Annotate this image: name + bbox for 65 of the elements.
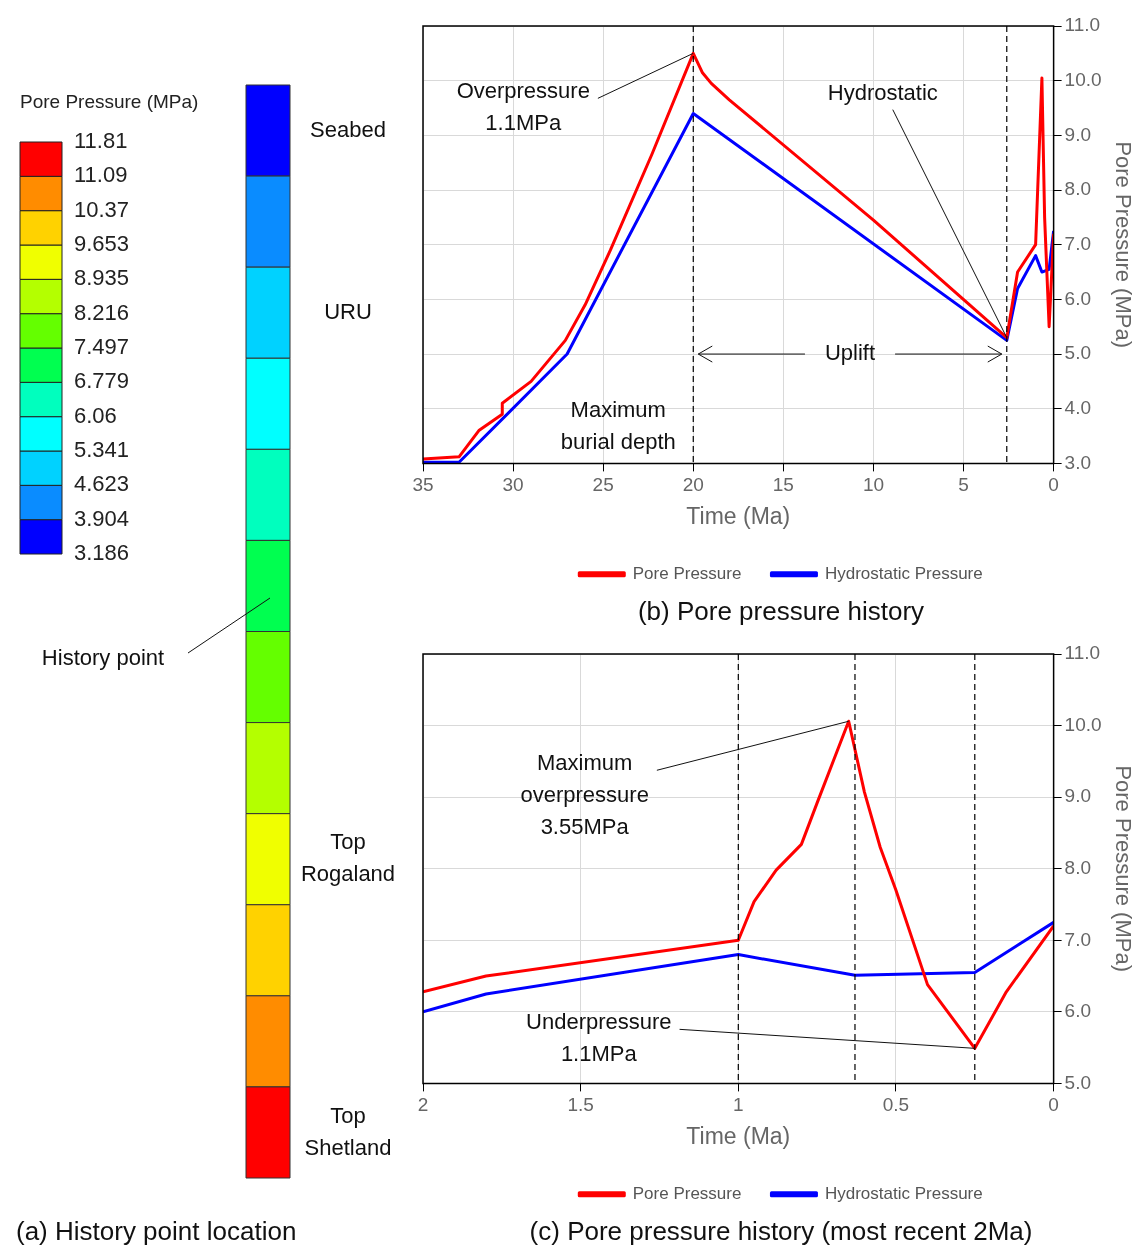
color-bar-label: 9.653 [74, 231, 130, 257]
ref-line-label: Maximum burial depth [560, 397, 676, 455]
text: (a) History point location [16, 1216, 297, 1246]
y-tick-label: 3.0 [1064, 451, 1092, 473]
y-tick-label: 10.0 [1064, 68, 1102, 90]
y-tick-label: 10.0 [1064, 713, 1102, 735]
color-bar-label: 6.06 [74, 402, 117, 428]
annotation: Maximum overpressure 3.55MPa [520, 750, 649, 840]
y-tick-label: 5.0 [1064, 342, 1092, 364]
color-bar-label: 11.81 [74, 128, 128, 154]
x-tick-label: 10 [862, 474, 885, 496]
y-tick-label: 9.0 [1064, 785, 1092, 807]
y2-tick-label: Top Shetland [304, 1102, 392, 1160]
color-bar-label: 4.623 [74, 471, 130, 497]
y-tick-label: 11.0 [1064, 14, 1101, 36]
y-tick-label: 8.0 [1064, 856, 1092, 878]
legend-label: Hydrostatic Pressure [824, 563, 983, 583]
color-bar-label: 5.341 [74, 437, 130, 463]
y-tick-label: 4.0 [1064, 396, 1092, 418]
x-tick-label: 30 [502, 474, 524, 496]
x-axis-title: Time (Ma) [686, 1123, 791, 1150]
y2-tick-label: Top Rogaland [300, 829, 396, 887]
y2-tick-label: Seabed [310, 116, 386, 142]
x-tick-label: 20 [682, 474, 704, 496]
color-bar-label: 8.216 [74, 299, 130, 325]
color-bar-label: 10.37 [74, 196, 130, 222]
x-tick-label: 15 [772, 474, 794, 496]
y-tick-label: 5.0 [1064, 1071, 1092, 1093]
x-axis-title: Time (Ma) [686, 503, 791, 530]
y-tick-label: 8.0 [1064, 178, 1092, 200]
x-tick-label: 1 [733, 1094, 744, 1116]
text: (b) Pore pressure history [637, 595, 925, 626]
legend-label: Pore Pressure [632, 1183, 742, 1203]
annotation: Overpressure 1.1MPa [456, 78, 590, 136]
x-tick-label: 25 [592, 474, 614, 496]
y-tick-label: 7.0 [1064, 928, 1092, 950]
y2-tick-label: URU [324, 298, 372, 324]
x-tick-label: 0.5 [882, 1094, 910, 1116]
x-tick-label: 0 [1048, 474, 1059, 496]
color-bar-label: 6.779 [74, 368, 130, 394]
y-axis-title: Pore Pressure (MPa) [1110, 765, 1136, 973]
text: (c) Pore pressure history (most recent 2Ma) [529, 1215, 1033, 1246]
y-axis-title: Pore Pressure (MPa) [1110, 141, 1136, 349]
x-tick-label: 35 [412, 474, 434, 496]
y-tick-label: 7.0 [1064, 232, 1092, 254]
text: History point [41, 645, 165, 671]
color-bar-label: 8.935 [74, 265, 130, 291]
color-bar-label: 7.497 [74, 334, 130, 360]
annotation: Hydrostatic [827, 79, 938, 105]
x-tick-label: 2 [417, 1094, 429, 1116]
y-tick-label: 9.0 [1064, 123, 1092, 145]
legend-label: Pore Pressure [632, 563, 742, 583]
x-tick-label: 1.5 [567, 1094, 594, 1116]
color-bar-title: Pore Pressure (MPa) [20, 91, 199, 113]
annotation: Uplift [824, 340, 876, 366]
color-bar-label: 3.904 [74, 505, 130, 531]
color-bar-label: 3.186 [74, 540, 130, 566]
annotation: Underpressure 1.1MPa [526, 1009, 672, 1067]
x-tick-label: 0 [1048, 1094, 1059, 1116]
y-tick-label: 6.0 [1064, 1000, 1092, 1022]
x-tick-label: 5 [958, 474, 969, 496]
color-bar-label: 11.09 [74, 162, 128, 188]
y-tick-label: 6.0 [1064, 287, 1092, 309]
y-tick-label: 11.0 [1064, 642, 1101, 664]
legend-label: Hydrostatic Pressure [824, 1183, 983, 1203]
